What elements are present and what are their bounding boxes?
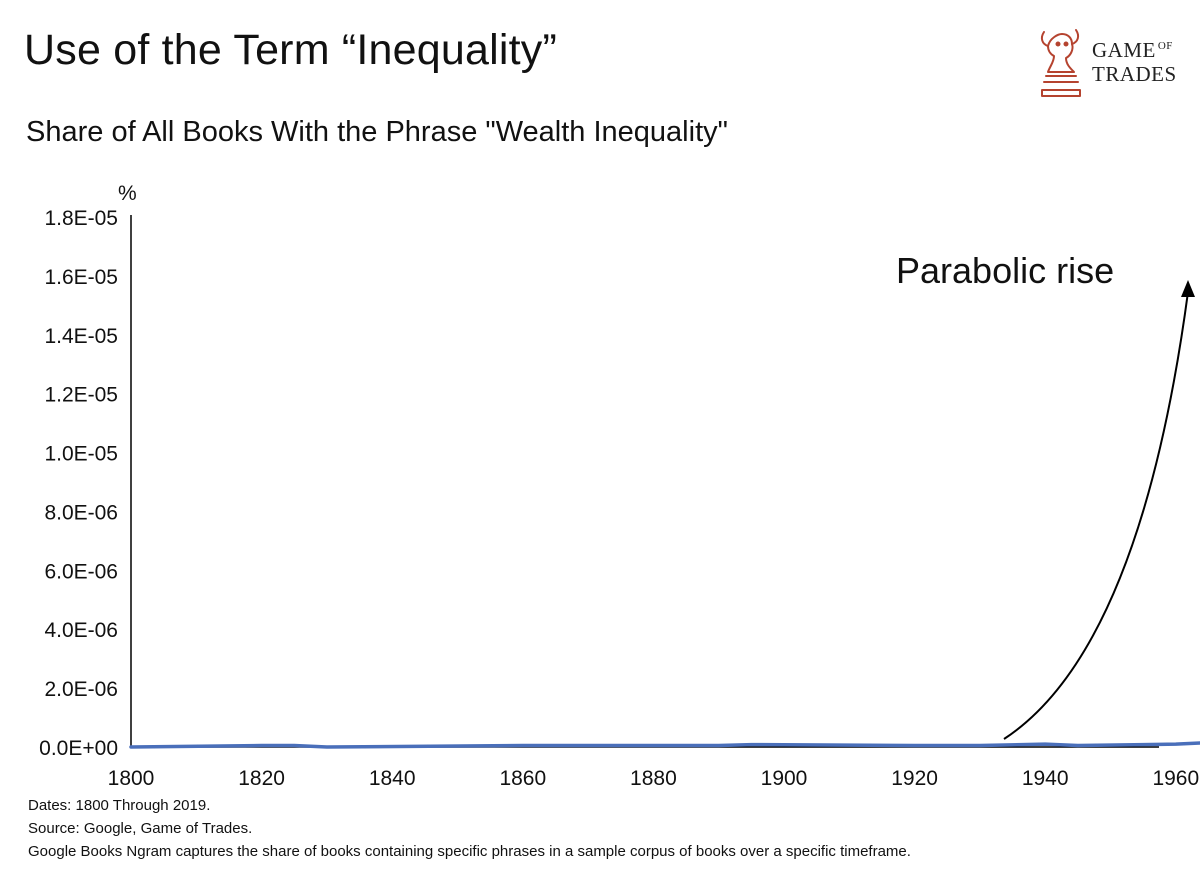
series-line bbox=[129, 741, 1200, 749]
bull-knight-chess-icon bbox=[1040, 29, 1081, 97]
x-tick-label: 1940 bbox=[1022, 767, 1069, 790]
logo-word-game: GAME bbox=[1092, 38, 1156, 62]
chart-title: Use of the Term “Inequality” bbox=[24, 26, 557, 74]
x-tick-label: 1840 bbox=[369, 767, 416, 790]
logo-word-trades: TRADES bbox=[1092, 62, 1177, 86]
game-of-trades-logo: GAME OF TRADES bbox=[1036, 24, 1186, 100]
y-tick-label: 4.0E-06 bbox=[44, 619, 118, 642]
x-tick-label: 1860 bbox=[499, 767, 546, 790]
x-tick-label: 1920 bbox=[891, 767, 938, 790]
y-tick-label: 8.0E-06 bbox=[44, 501, 118, 524]
y-tick-label: 1.8E-05 bbox=[44, 207, 118, 230]
y-tick-label: 6.0E-06 bbox=[44, 560, 118, 583]
annotation-label: Parabolic rise bbox=[896, 250, 1114, 291]
x-tick-label: 1820 bbox=[238, 767, 285, 790]
y-tick-label: 0.0E+00 bbox=[39, 737, 118, 760]
chart-subtitle: Share of All Books With the Phrase "Weal… bbox=[26, 116, 728, 148]
x-tick-label: 1880 bbox=[630, 767, 677, 790]
logo-word-of: OF bbox=[1157, 40, 1173, 52]
annotation-arrow-curve bbox=[1003, 291, 1189, 740]
logo-wordmark-top: GAME OF bbox=[1092, 38, 1173, 63]
y-tick-label: 1.4E-05 bbox=[44, 325, 118, 348]
y-tick-label: 1.0E-05 bbox=[44, 443, 118, 466]
annotation-arrowhead bbox=[1181, 280, 1195, 297]
y-tick-label: 2.0E-06 bbox=[44, 678, 118, 701]
y-tick-label: 1.6E-05 bbox=[44, 266, 118, 289]
x-tick-label: 1800 bbox=[108, 767, 155, 790]
y-tick-label: 1.2E-05 bbox=[44, 384, 118, 407]
x-tick-label: 1900 bbox=[761, 767, 808, 790]
x-tick-label: 1960 bbox=[1152, 767, 1199, 790]
y-axis-label: % bbox=[118, 182, 137, 205]
footnote-description: Google Books Ngram captures the share of… bbox=[28, 843, 911, 860]
footnote-dates: Dates: 1800 Through 2019. bbox=[28, 797, 211, 814]
footnote-source: Source: Google, Game of Trades. bbox=[28, 820, 253, 837]
